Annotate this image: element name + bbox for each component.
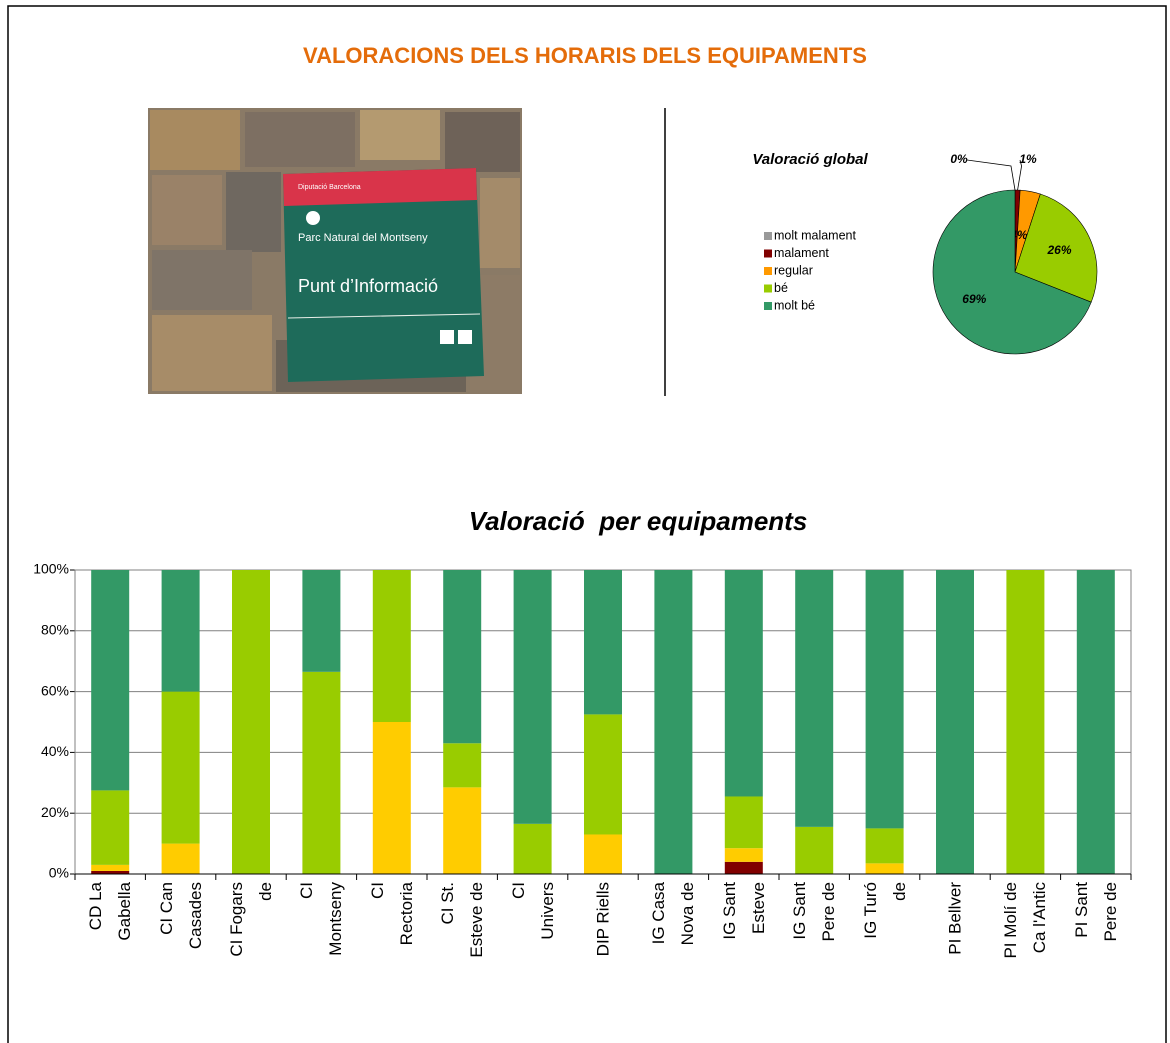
x-tick-label: CI Montseny [297, 882, 346, 956]
bar-segment [443, 787, 482, 874]
y-tick-label: 0% [49, 865, 69, 881]
photo-brand: Diputació Barcelona [298, 184, 361, 191]
legend-swatch [764, 232, 772, 240]
bar-segment [1076, 570, 1115, 874]
x-tick-label: CD La Gabella [86, 882, 135, 941]
leader-line [966, 159, 1016, 191]
legend-label: molt bé [774, 298, 815, 312]
y-tick-label: 100% [33, 561, 69, 577]
x-tick-label: IG Sant Pere de [790, 882, 839, 942]
bar-segment [443, 570, 482, 744]
bar-segment [372, 570, 411, 722]
bar-segment [161, 570, 200, 692]
bar-segment [584, 714, 622, 835]
x-tick-label: DIP Riells [593, 882, 613, 957]
pie-title: Valoració global [752, 151, 868, 168]
bar-segment [865, 828, 904, 864]
pie-label: 0% [950, 152, 968, 166]
bar-segment [302, 570, 341, 672]
x-tick-label: PI Sant Pere de [1071, 882, 1120, 942]
x-tick-label: CI St. Esteve de [438, 882, 487, 958]
bar-title: Valoració per equipaments [469, 506, 808, 536]
x-tick-label: IG Casa Nova de [649, 882, 698, 946]
y-tick-label: 40% [41, 743, 69, 759]
x-tick-label: CI Fogars de [227, 882, 275, 957]
legend-label: malament [774, 246, 829, 260]
x-tick-label: CI Univers [508, 882, 557, 940]
photo-park: Parc Natural del Montseny [298, 232, 428, 244]
bar-segment [91, 570, 130, 791]
bar-segment [1006, 570, 1045, 874]
legend-label: regular [774, 263, 813, 277]
photo: Diputació Barcelona Parc Natural del Mon… [148, 108, 522, 394]
x-tick-label: CI Can Casades [156, 882, 205, 950]
bar-segment [232, 570, 270, 874]
bar-segment [936, 570, 974, 874]
pie-slice [932, 189, 1092, 355]
pie-label: 26% [1047, 243, 1072, 257]
bar-segment [724, 570, 763, 797]
bar-segment [654, 570, 693, 874]
pie-label: 1% [1019, 152, 1037, 166]
bar-segment [443, 743, 482, 788]
photo-sign: Punt d’Informació [298, 276, 438, 296]
bar-segment [513, 823, 552, 874]
legend-label: bé [774, 281, 788, 295]
legend-label: molt malament [774, 228, 856, 242]
bar-segment [91, 790, 130, 865]
bar-segment [795, 570, 834, 827]
x-tick-label: PI Bellver [945, 882, 965, 955]
page-title: VALORACIONS DELS HORARIS DELS EQUIPAMENT… [303, 43, 867, 68]
bar-segment [865, 863, 904, 874]
frame [7, 5, 1167, 1043]
bar-segment [91, 870, 130, 874]
bar-segment [161, 691, 200, 844]
y-tick-label: 60% [41, 682, 69, 698]
bar-segment [372, 722, 411, 874]
leader-line [1017, 159, 1022, 191]
legend-swatch [764, 267, 772, 275]
bar-segment [724, 848, 763, 862]
bar-segment [584, 834, 622, 874]
legend-swatch [764, 302, 772, 310]
y-tick-label: 20% [41, 804, 69, 820]
bar-segment [161, 843, 200, 874]
bar-segment [513, 570, 552, 824]
legend-swatch [764, 284, 772, 293]
bar-segment [91, 864, 130, 871]
pie-slice [1014, 193, 1098, 303]
bar-segment [724, 796, 763, 849]
bar-segment [302, 671, 341, 874]
y-tick-label: 80% [41, 622, 69, 638]
bar-segment [865, 570, 904, 829]
bar-segment [795, 826, 834, 874]
x-tick-label: IG Sant Esteve [719, 882, 768, 940]
legend-swatch [764, 249, 772, 258]
x-tick-label: PI Molí de Ca l'Antic [1001, 882, 1050, 959]
bar-segment [584, 570, 622, 715]
x-tick-label: IG Turó de [860, 882, 909, 939]
pie-label: 69% [962, 292, 986, 306]
bar-segment [724, 861, 763, 874]
x-tick-label: CI Rectoria [367, 882, 416, 946]
